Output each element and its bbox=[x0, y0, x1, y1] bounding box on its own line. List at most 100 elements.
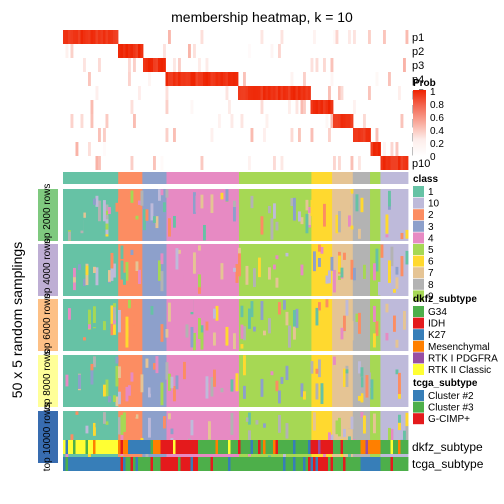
heatmap-noise bbox=[335, 214, 339, 234]
heatmap-noise bbox=[115, 396, 119, 407]
tcga-cell bbox=[213, 457, 216, 471]
tcga-cell bbox=[170, 457, 174, 471]
class-legend-swatch bbox=[413, 255, 424, 267]
membership-row-label: p4 bbox=[412, 74, 424, 86]
prob-legend-tick: 0.6 bbox=[430, 113, 444, 124]
membership-cell bbox=[280, 156, 284, 170]
class-legend-label: 7 bbox=[428, 268, 434, 279]
tcga-cell bbox=[150, 457, 154, 471]
dkfz-cell bbox=[278, 440, 281, 454]
heatmap-noise bbox=[190, 326, 194, 348]
membership-cell bbox=[303, 86, 306, 100]
tcga-annotation-label: tcga_subtype bbox=[412, 457, 484, 471]
class-heatmap bbox=[63, 189, 409, 463]
membership-cell bbox=[160, 156, 164, 170]
membership-cell bbox=[173, 72, 176, 86]
dkfz-cell bbox=[90, 440, 94, 454]
dkfz-cell bbox=[220, 440, 224, 454]
membership-cell bbox=[350, 156, 354, 170]
dkfz-cell bbox=[258, 440, 261, 454]
heatmap-noise bbox=[93, 323, 96, 328]
heatmap-noise bbox=[230, 379, 234, 392]
heatmap-noise bbox=[345, 369, 349, 374]
class-legend-label: 6 bbox=[428, 257, 434, 268]
heatmap-noise bbox=[318, 244, 321, 252]
tcga-cell bbox=[383, 457, 386, 471]
heatmap-noise bbox=[275, 380, 279, 392]
dkfz-cell bbox=[165, 440, 169, 454]
dkfz-cell bbox=[383, 440, 386, 454]
membership-cell bbox=[198, 58, 201, 72]
membership-row-label: p3 bbox=[412, 60, 424, 72]
heatmap-noise bbox=[338, 275, 341, 280]
heatmap-noise bbox=[125, 386, 129, 402]
heatmap-block bbox=[380, 244, 409, 296]
dkfz-cell bbox=[370, 440, 374, 454]
membership-cell bbox=[63, 30, 66, 44]
dkfz-cell bbox=[63, 440, 66, 454]
heatmap-noise bbox=[108, 207, 111, 215]
tcga-cell bbox=[355, 457, 359, 471]
tcga-cell bbox=[348, 457, 351, 471]
membership-cell bbox=[315, 100, 319, 114]
dkfz-cell bbox=[163, 440, 166, 454]
legends: Prob10.80.60.40.20class11023456789dkfz_s… bbox=[413, 78, 498, 425]
dkfz-cell bbox=[375, 440, 379, 454]
membership-cell bbox=[83, 58, 86, 72]
heatmap-noise bbox=[305, 213, 309, 234]
heatmap-noise bbox=[103, 412, 106, 424]
membership-cell bbox=[115, 30, 119, 44]
heatmap-noise bbox=[390, 428, 394, 448]
tcga-cell bbox=[385, 457, 389, 471]
tcga-cell bbox=[308, 457, 311, 471]
membership-cell bbox=[320, 100, 324, 114]
dkfz-legend-swatch bbox=[413, 364, 424, 375]
heatmap-noise bbox=[270, 371, 274, 376]
heatmap-noise bbox=[165, 362, 169, 380]
row-group-strip bbox=[38, 189, 58, 241]
row-group-label: top 8000 rows bbox=[42, 350, 53, 413]
heatmap-noise bbox=[280, 317, 284, 324]
heatmap-noise bbox=[178, 249, 181, 254]
tcga-cell bbox=[178, 457, 181, 471]
heatmap-noise bbox=[133, 304, 136, 326]
heatmap-block bbox=[352, 411, 371, 463]
membership-cell bbox=[105, 30, 109, 44]
membership-cell bbox=[218, 114, 221, 128]
membership-cell bbox=[335, 114, 339, 128]
tcga-cell bbox=[218, 457, 221, 471]
tcga-cell bbox=[203, 457, 206, 471]
membership-cell bbox=[133, 114, 136, 128]
heatmap-noise bbox=[403, 430, 406, 441]
heatmap-noise bbox=[153, 363, 156, 370]
chart-title: membership heatmap, k = 10 bbox=[171, 9, 353, 25]
dkfz-cell bbox=[75, 440, 79, 454]
membership-row-label: p2 bbox=[412, 46, 424, 58]
dkfz-legend-label: IDH bbox=[428, 319, 445, 330]
heatmap-noise bbox=[353, 267, 356, 281]
dkfz-cell bbox=[145, 440, 149, 454]
membership-cell bbox=[103, 30, 106, 44]
heatmap-noise bbox=[303, 391, 306, 400]
heatmap-noise bbox=[388, 427, 391, 448]
membership-cell bbox=[368, 30, 371, 44]
membership-cell bbox=[378, 142, 381, 156]
heatmap-noise bbox=[318, 258, 321, 267]
tcga-cell bbox=[235, 457, 239, 471]
dkfz-cell bbox=[275, 440, 279, 454]
class-bar-segment bbox=[380, 172, 409, 184]
tcga-cell bbox=[180, 457, 184, 471]
heatmap-noise bbox=[405, 229, 409, 239]
heatmap-noise bbox=[213, 332, 216, 346]
heatmap-noise bbox=[308, 413, 311, 429]
dkfz-cell bbox=[385, 440, 389, 454]
membership-cell bbox=[230, 72, 234, 86]
tcga-cell bbox=[158, 457, 161, 471]
heatmap-noise bbox=[215, 305, 219, 321]
membership-row-label: p10 bbox=[412, 158, 430, 170]
heatmap-block bbox=[352, 189, 371, 241]
heatmap-noise bbox=[85, 425, 89, 434]
tcga-cell bbox=[155, 457, 159, 471]
dkfz-cell bbox=[73, 440, 76, 454]
